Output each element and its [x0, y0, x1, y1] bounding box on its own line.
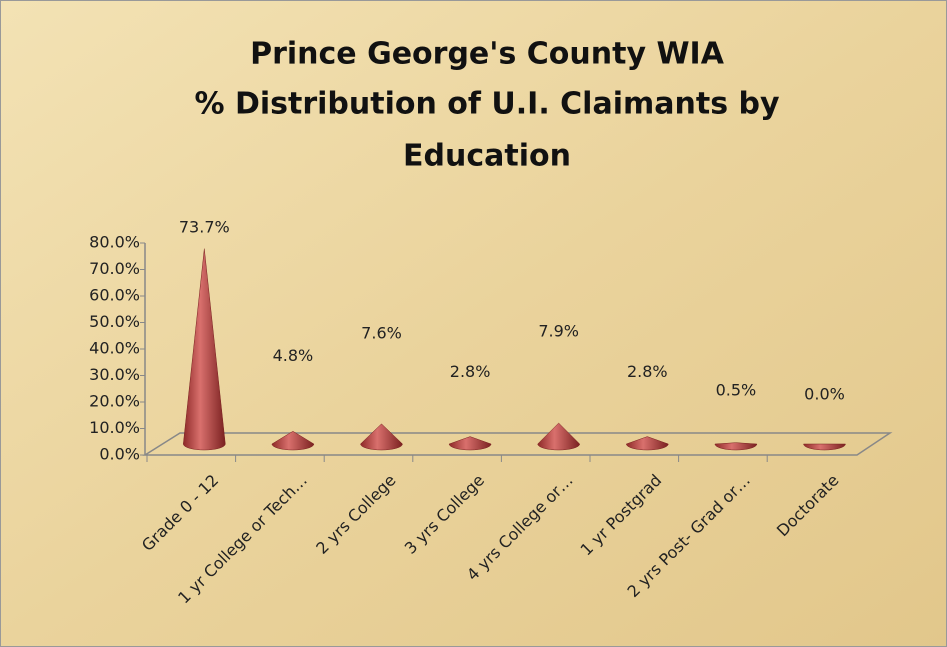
chart-title: % Distribution of U.I. Claimants by — [194, 87, 780, 122]
value-label: 4.8% — [273, 346, 314, 365]
value-label: 7.6% — [361, 324, 402, 343]
value-label: 0.0% — [804, 385, 845, 404]
floor — [142, 432, 893, 456]
cone — [626, 436, 669, 451]
value-label: 0.5% — [716, 381, 757, 400]
cone — [448, 436, 492, 451]
cone — [360, 423, 403, 451]
y-tick-label: 60.0% — [89, 286, 140, 305]
cone — [271, 430, 315, 451]
y-tick-label: 10.0% — [89, 418, 140, 437]
cone — [803, 443, 846, 451]
chart-title: Prince George's County WIA — [250, 37, 725, 72]
cone — [183, 248, 226, 451]
y-tick-label: 0.0% — [99, 445, 140, 464]
y-tick-label: 50.0% — [89, 312, 140, 331]
y-tick-label: 70.0% — [89, 259, 140, 278]
value-label: 2.8% — [450, 362, 491, 381]
value-label: 2.8% — [627, 362, 668, 381]
y-tick-label: 40.0% — [89, 339, 140, 358]
value-label: 73.7% — [179, 218, 230, 237]
cone — [537, 422, 580, 451]
y-tick-label: 80.0% — [89, 233, 140, 252]
y-tick-label: 20.0% — [89, 392, 140, 411]
value-label: 7.9% — [538, 321, 579, 340]
chart-title: Education — [403, 139, 571, 174]
y-tick-label: 30.0% — [89, 365, 140, 384]
cone — [714, 442, 758, 451]
